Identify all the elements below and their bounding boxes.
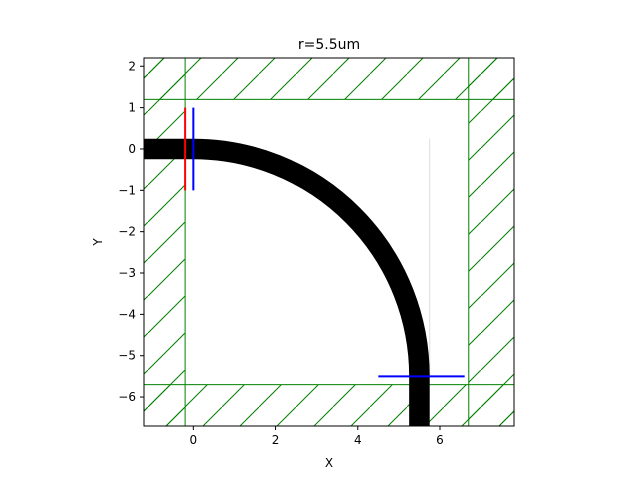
y-tick-label: −2: [118, 225, 136, 239]
plot-area: [144, 58, 514, 426]
x-tick-label: 4: [354, 433, 362, 447]
waveguide-bend: [193, 138, 430, 377]
y-axis: 2 1 0 −1 −2 −3 −4 −5 −6: [118, 59, 144, 404]
axes-frame: [143, 57, 515, 427]
y-tick-label: −4: [118, 307, 136, 321]
y-axis-label: Y: [91, 238, 105, 247]
y-tick-label: 2: [128, 59, 136, 73]
y-tick-label: −1: [118, 183, 136, 197]
pml-left: [144, 58, 186, 426]
x-tick-label: 0: [190, 433, 198, 447]
y-tick-label: −3: [118, 266, 136, 280]
x-tick-label: 6: [436, 433, 444, 447]
chart-title: r=5.5um: [298, 37, 360, 53]
y-tick-label: 1: [128, 101, 136, 115]
x-axis: 0 2 4 6: [190, 426, 444, 447]
y-tick-label: 0: [128, 142, 136, 156]
pml-top: [144, 58, 514, 100]
pml-bottom: [144, 384, 514, 426]
pml-right: [468, 58, 514, 426]
y-tick-label: −6: [118, 390, 136, 404]
x-tick-label: 2: [272, 433, 280, 447]
x-axis-label: X: [325, 456, 333, 470]
y-tick-label: −5: [118, 349, 136, 363]
